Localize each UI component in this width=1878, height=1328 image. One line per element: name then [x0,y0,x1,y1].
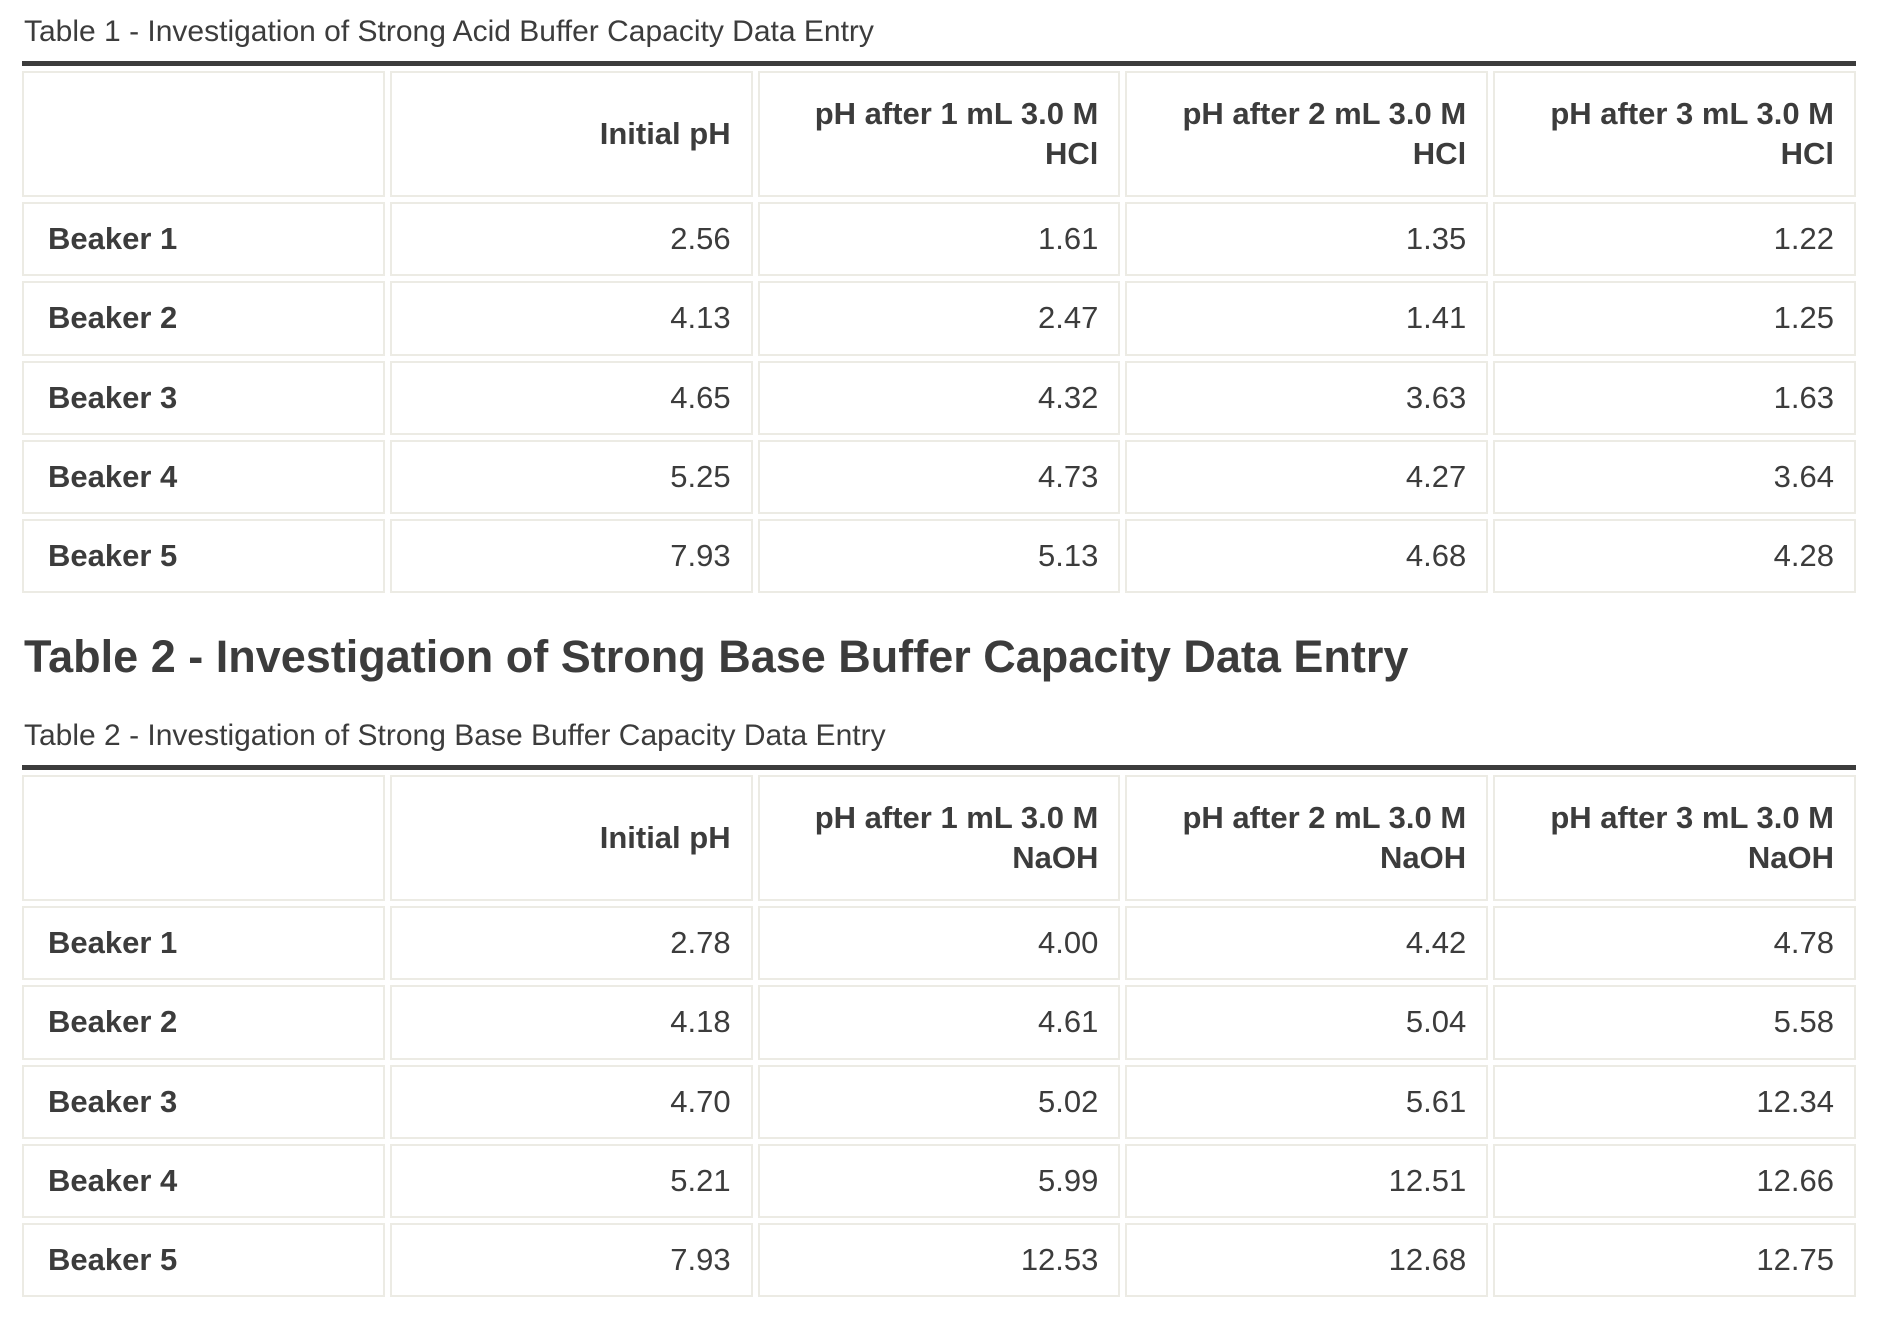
base-table-body: Beaker 1 2.78 4.00 4.42 4.78 Beaker 2 4.… [22,905,1856,1298]
data-cell: 12.53 [757,1223,1121,1298]
data-cell: 4.78 [1493,905,1856,981]
table-row-beaker-1: Beaker 1 2.56 1.61 1.35 1.22 [22,202,1856,277]
table-row-beaker-1: Beaker 1 2.78 4.00 4.42 4.78 [22,905,1856,981]
row-header: Beaker 5 [22,1223,385,1298]
table-row-beaker-5: Beaker 5 7.93 5.13 4.68 4.28 [22,519,1856,594]
data-cell: 2.56 [389,202,753,277]
data-cell: 7.93 [389,519,753,594]
data-cell: 7.93 [389,1223,753,1298]
data-cell: 2.47 [757,281,1121,356]
col-header-initial-ph: Initial pH [389,71,753,197]
data-cell: 4.70 [389,1064,753,1139]
row-header: Beaker 2 [22,281,385,356]
data-cell: 5.21 [389,1143,753,1219]
table1-caption: Table 1 - Investigation of Strong Acid B… [24,15,874,48]
data-cell: 4.61 [757,985,1121,1060]
table-row-beaker-3: Beaker 3 4.70 5.02 5.61 12.34 [22,1064,1856,1139]
data-cell: 12.75 [1493,1223,1856,1298]
data-cell: 4.27 [1125,439,1489,515]
col-header-1ml-naoh: pH after 1 mL 3.0 M NaOH [757,774,1121,901]
data-cell: 12.51 [1125,1143,1489,1219]
col-header-2ml-naoh: pH after 2 mL 3.0 M NaOH [1125,774,1489,901]
row-header: Beaker 3 [22,360,385,435]
data-cell: 2.78 [389,905,753,981]
data-cell: 1.35 [1125,202,1489,277]
table1-top-rule [22,61,1856,66]
data-cell: 4.68 [1125,519,1489,594]
data-cell: 4.42 [1125,905,1489,981]
corner-cell [22,71,385,197]
data-cell: 5.13 [757,519,1121,594]
acid-table-body: Beaker 1 2.56 1.61 1.35 1.22 Beaker 2 4.… [22,202,1856,594]
table-row-beaker-4: Beaker 4 5.21 5.99 12.51 12.66 [22,1143,1856,1219]
col-header-1ml-hcl: pH after 1 mL 3.0 M HCl [757,71,1121,197]
acid-buffer-table: Initial pH pH after 1 mL 3.0 M HCl pH af… [17,66,1861,598]
base-buffer-table: Initial pH pH after 1 mL 3.0 M NaOH pH a… [17,770,1861,1302]
table2-top-rule [22,764,1856,770]
data-cell: 4.73 [757,439,1121,515]
data-cell: 5.02 [757,1064,1121,1139]
data-cell: 12.66 [1493,1143,1856,1219]
data-cell: 3.63 [1125,360,1489,435]
data-cell: 12.68 [1125,1223,1489,1298]
row-header: Beaker 2 [22,985,385,1060]
data-cell: 4.18 [389,985,753,1060]
col-header-3ml-hcl: pH after 3 mL 3.0 M HCl [1493,71,1856,197]
col-header-2ml-hcl: pH after 2 mL 3.0 M HCl [1125,71,1489,197]
table-row-beaker-3: Beaker 3 4.65 4.32 3.63 1.63 [22,360,1856,435]
data-cell: 1.41 [1125,281,1489,356]
data-cell: 3.64 [1493,439,1856,515]
table2-section-heading: Table 2 - Investigation of Strong Base B… [24,631,1409,683]
data-cell: 5.61 [1125,1064,1489,1139]
header-row: Initial pH pH after 1 mL 3.0 M HCl pH af… [22,71,1856,197]
data-cell: 4.00 [757,905,1121,981]
data-cell: 1.22 [1493,202,1856,277]
corner-cell [22,774,385,901]
table-row-beaker-2: Beaker 2 4.18 4.61 5.04 5.58 [22,985,1856,1060]
data-cell: 4.13 [389,281,753,356]
acid-table-header: Initial pH pH after 1 mL 3.0 M HCl pH af… [22,71,1856,197]
row-header: Beaker 5 [22,519,385,594]
row-header: Beaker 1 [22,202,385,277]
data-cell: 12.34 [1493,1064,1856,1139]
data-cell: 5.99 [757,1143,1121,1219]
row-header: Beaker 3 [22,1064,385,1139]
table-row-beaker-2: Beaker 2 4.13 2.47 1.41 1.25 [22,281,1856,356]
data-cell: 5.58 [1493,985,1856,1060]
data-cell: 5.04 [1125,985,1489,1060]
data-cell: 4.65 [389,360,753,435]
col-header-initial-ph: Initial pH [389,774,753,901]
header-row: Initial pH pH after 1 mL 3.0 M NaOH pH a… [22,774,1856,901]
data-cell: 1.63 [1493,360,1856,435]
row-header: Beaker 1 [22,905,385,981]
row-header: Beaker 4 [22,1143,385,1219]
table2-caption: Table 2 - Investigation of Strong Base B… [24,718,886,752]
data-cell: 1.61 [757,202,1121,277]
data-cell: 1.25 [1493,281,1856,356]
data-cell: 4.32 [757,360,1121,435]
data-cell: 4.28 [1493,519,1856,594]
row-header: Beaker 4 [22,439,385,515]
col-header-3ml-naoh: pH after 3 mL 3.0 M NaOH [1493,774,1856,901]
base-table-header: Initial pH pH after 1 mL 3.0 M NaOH pH a… [22,774,1856,901]
table-row-beaker-5: Beaker 5 7.93 12.53 12.68 12.75 [22,1223,1856,1298]
data-cell: 5.25 [389,439,753,515]
table-row-beaker-4: Beaker 4 5.25 4.73 4.27 3.64 [22,439,1856,515]
